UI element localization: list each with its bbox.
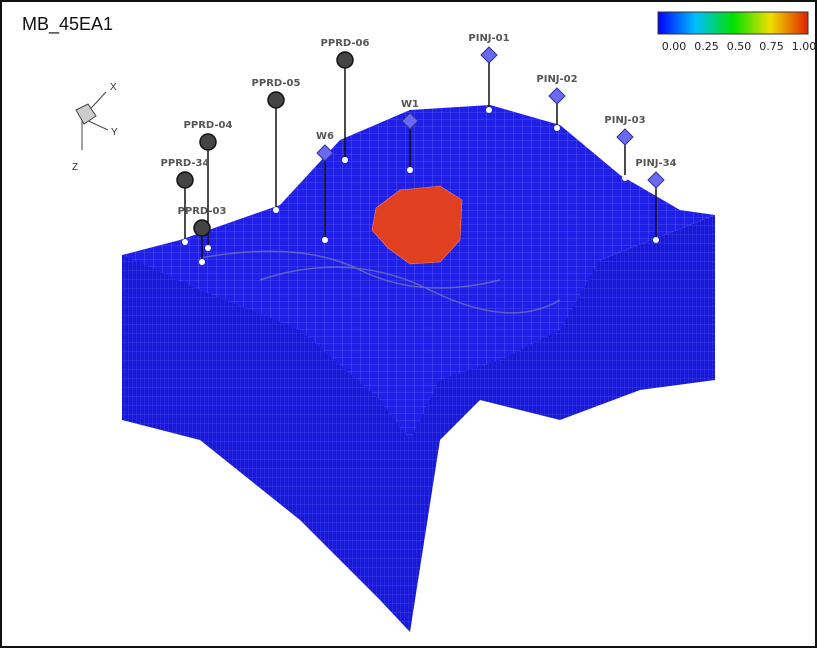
axis-z: Z <box>72 162 78 173</box>
well-label: PPRD-34 <box>161 158 210 169</box>
well-base <box>622 175 628 181</box>
well-base <box>407 167 413 173</box>
well-label: PPRD-06 <box>321 38 370 49</box>
colorbar-label: 0.50 <box>727 40 752 53</box>
well-base <box>199 259 205 265</box>
well-label: PINJ-03 <box>604 115 645 126</box>
well-label: PPRD-05 <box>252 78 301 89</box>
producer-marker <box>337 52 353 68</box>
axis-y: Y <box>111 127 118 138</box>
colorbar-label: 0.00 <box>662 40 687 53</box>
well-base <box>322 237 328 243</box>
well-label: PINJ-01 <box>468 33 509 44</box>
colorbar-gradient <box>658 12 808 34</box>
well-label: PINJ-02 <box>536 74 577 85</box>
producer-marker <box>268 92 284 108</box>
well-base <box>273 207 279 213</box>
well-label: PPRD-03 <box>178 206 227 217</box>
well-base <box>182 239 188 245</box>
colorbar: 0.00 0.25 0.50 0.75 1.00 <box>658 12 816 53</box>
page: {"title": "MB_45EA1", "colorbar": {"labe… <box>0 0 817 648</box>
well-base <box>342 157 348 163</box>
well-label: PPRD-04 <box>184 120 233 131</box>
producer-marker <box>177 172 193 188</box>
well-label: PINJ-34 <box>635 158 676 169</box>
axis-x: X <box>110 82 117 93</box>
colorbar-label: 0.25 <box>694 40 719 53</box>
viewer: MB_45EA1 0.00 0.25 0.50 0.75 1.00 X Y Z PPRD… <box>0 0 817 648</box>
well-label: W6 <box>316 131 334 142</box>
title: MB_45EA1 <box>22 14 113 35</box>
colorbar-label: 1.00 <box>792 40 817 53</box>
producer-marker <box>194 220 210 236</box>
well-base <box>205 245 211 251</box>
well-base <box>486 107 492 113</box>
colorbar-label: 0.75 <box>759 40 784 53</box>
well-base <box>653 237 659 243</box>
producer-marker <box>200 134 216 150</box>
well-base <box>554 125 560 131</box>
well-label: W1 <box>401 99 419 110</box>
